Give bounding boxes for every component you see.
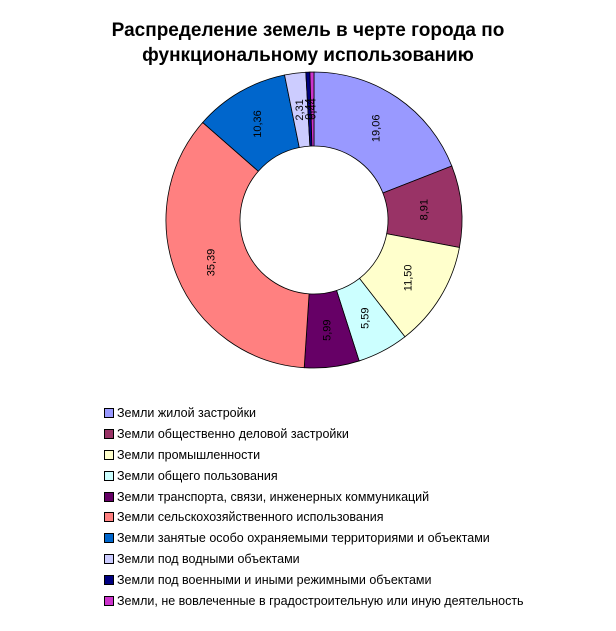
- legend-label: Земли сельскохозяйственного использовани…: [117, 510, 384, 525]
- legend-swatch: [104, 553, 114, 564]
- legend-label: Земли жилой застройки: [117, 406, 257, 421]
- donut-slice-label: 0,44: [303, 98, 315, 119]
- legend-swatch: [104, 429, 114, 440]
- legend-item: Земли жилой застройки: [104, 403, 524, 424]
- legend-item: Земли под водными объектами: [104, 549, 524, 570]
- legend-swatch: [104, 595, 114, 606]
- donut-slices: [165, 71, 463, 369]
- donut-slice-label: 11,50: [403, 264, 415, 291]
- chart-legend: Земли жилой застройки Земли общественно …: [104, 403, 524, 611]
- legend-swatch: [104, 408, 114, 419]
- legend-item: Земли промышленности: [104, 445, 524, 466]
- legend-item: Земли, не вовлеченные в градостроительну…: [104, 590, 524, 611]
- legend-swatch: [104, 470, 114, 481]
- legend-label: Земли под водными объектами: [117, 551, 300, 566]
- legend-item: Земли общественно деловой застройки: [104, 424, 524, 445]
- legend-swatch: [104, 491, 114, 502]
- legend-item: Земли сельскохозяйственного использовани…: [104, 507, 524, 528]
- legend-item: Земли общего пользования: [104, 465, 524, 486]
- legend-label: Земли транспорта, связи, инженерных комм…: [117, 489, 430, 504]
- donut-slice-label: 35,39: [205, 249, 217, 277]
- donut-slice-label: 19,06: [370, 115, 382, 143]
- chart-title: Распределение земель в черте города по ф…: [0, 18, 616, 68]
- donut-slice-label: 0,44: [306, 98, 318, 119]
- donut-slice: [309, 71, 315, 147]
- donut-slice-label: 5,59: [360, 307, 372, 328]
- legend-swatch: [104, 449, 114, 460]
- donut-slice-label: 5,99: [321, 319, 333, 340]
- legend-item: Земли транспорта, связи, инженерных комм…: [104, 486, 524, 507]
- legend-label: Земли под военными и иными режимными объ…: [117, 572, 432, 587]
- donut-slice-labels: 19,06 8,91 11,50 5,59 5,99 35,39 10,36 2,310,44…: [205, 98, 430, 341]
- legend-swatch: [104, 533, 114, 544]
- legend-swatch: [104, 574, 114, 585]
- legend-swatch: [104, 512, 114, 523]
- donut-slice: [313, 71, 453, 194]
- legend-label: Земли занятые особо охраняемыми территор…: [117, 531, 490, 546]
- legend-label: Земли общего пользования: [117, 468, 278, 483]
- donut-slice-label: 10,36: [252, 110, 264, 138]
- legend-item: Земли занятые особо охраняемыми территор…: [104, 528, 524, 549]
- legend-label: Земли общественно деловой застройки: [117, 427, 349, 442]
- chart-title-line-2: функциональному использованию: [142, 45, 474, 66]
- legend-item: Земли под военными и иными режимными объ…: [104, 569, 524, 590]
- donut-slice-label: 8,91: [418, 199, 430, 220]
- donut-slice-label: 2,31: [294, 99, 306, 120]
- legend-label: Земли, не вовлеченные в градостроительну…: [117, 593, 524, 608]
- chart-title-line-1: Распределение земель в черте города по: [111, 20, 505, 41]
- donut-slice: [165, 121, 310, 369]
- donut-chart: 19,06 8,91 11,50 5,59 5,99 35,39 10,36 2,310,44…: [165, 71, 463, 369]
- legend-label: Земли промышленности: [117, 447, 261, 462]
